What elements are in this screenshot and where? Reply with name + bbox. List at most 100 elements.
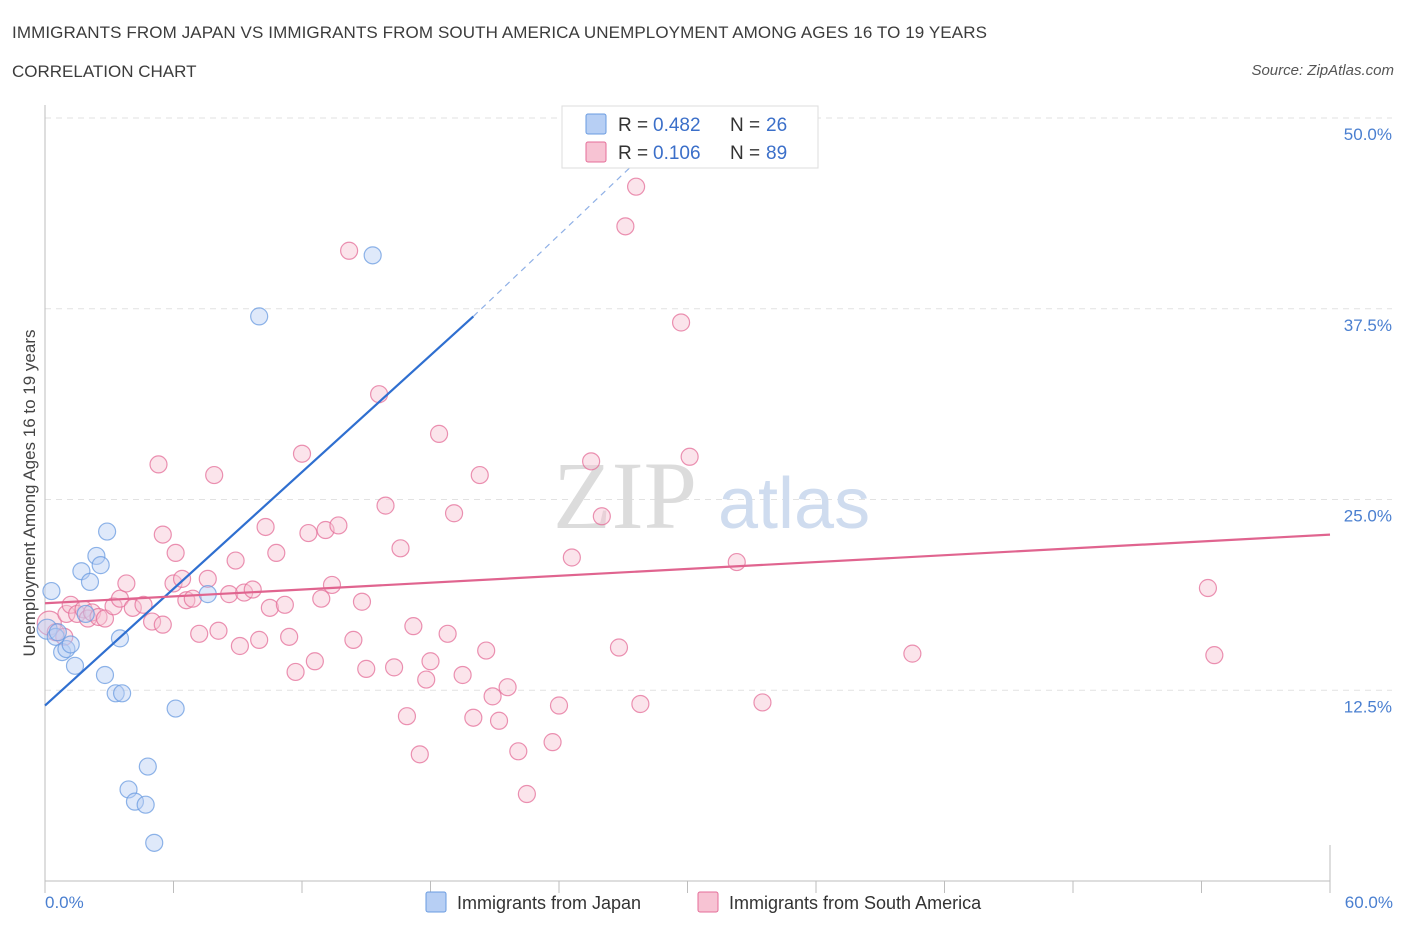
source-label: Source: ZipAtlas.com (1251, 62, 1394, 79)
point-south-america (370, 385, 389, 404)
point-south-america (410, 745, 429, 764)
point-south-america (117, 574, 136, 593)
point-south-america (243, 580, 262, 599)
point-japan (145, 833, 164, 852)
point-south-america (1205, 646, 1224, 665)
watermark-atlas: atlas (718, 464, 870, 544)
point-south-america (299, 523, 318, 543)
trend-line-japan (44, 315, 475, 707)
point-south-america (903, 644, 922, 663)
point-south-america (609, 638, 629, 657)
point-south-america (183, 589, 202, 608)
point-south-america (153, 615, 172, 634)
point-japan (80, 572, 100, 592)
point-south-america (616, 217, 635, 236)
point-south-america (329, 516, 348, 535)
point-south-america (198, 569, 217, 588)
point-south-america (543, 733, 562, 752)
point-south-america (489, 711, 509, 730)
point-south-america (421, 652, 440, 671)
point-japan (87, 546, 106, 566)
legend-swatch (585, 141, 607, 163)
point-south-america (483, 687, 502, 706)
point-south-america (517, 784, 536, 804)
point-japan (125, 792, 145, 811)
point-south-america (680, 447, 699, 466)
point-south-america (391, 539, 410, 558)
legend: R = 0.482 N = 26 R = 0.106 N = 89 (561, 105, 819, 169)
point-south-america (275, 595, 294, 614)
point-south-america (230, 636, 249, 656)
watermark-zip: ZIP (553, 442, 697, 549)
point-south-america (166, 543, 185, 563)
y-tick-label: 25.0% (1344, 507, 1392, 526)
bottom-legend-label: Immigrants from South America (729, 893, 982, 913)
point-japan (112, 684, 132, 703)
point-south-america (292, 444, 312, 463)
point-south-america (57, 604, 76, 624)
point-south-america (104, 597, 123, 616)
point-japan (65, 656, 85, 675)
point-japan (95, 665, 115, 685)
axes (44, 105, 1331, 893)
point-japan (42, 581, 61, 601)
point-japan (61, 635, 80, 654)
point-south-america (582, 452, 601, 471)
point-south-america (1198, 578, 1218, 598)
y-tick-labels: 12.5% 25.0% 37.5% 50.0% (1344, 125, 1392, 716)
point-japan (76, 604, 95, 624)
bottom-legend-swatch (425, 891, 447, 913)
point-south-america (753, 693, 772, 712)
point-japan (138, 757, 157, 776)
point-south-america (631, 694, 650, 714)
legend-swatch (585, 113, 607, 135)
point-japan (166, 699, 185, 718)
point-south-america (142, 612, 162, 631)
trend-line-south-america (44, 533, 1331, 605)
point-south-america (592, 507, 611, 526)
y-tick-label: 12.5% (1344, 697, 1392, 716)
chart-subtitle: CORRELATION CHART (12, 62, 197, 81)
point-south-america (397, 707, 417, 726)
point-south-america (312, 589, 331, 608)
point-south-america (190, 624, 209, 643)
point-south-america (477, 641, 496, 660)
point-south-america (134, 595, 153, 614)
point-south-america (286, 662, 305, 682)
point-south-america (226, 551, 245, 570)
point-south-america (344, 630, 363, 649)
point-south-america (267, 543, 286, 563)
point-south-america (498, 678, 517, 697)
point-south-america (444, 504, 464, 523)
point-south-america (626, 177, 646, 196)
point-south-america (153, 525, 172, 544)
x-tick-label: 60.0% (1345, 893, 1393, 912)
point-south-america (429, 424, 449, 443)
point-south-america (250, 630, 269, 649)
point-japan (98, 522, 117, 541)
point-south-america (464, 708, 483, 727)
point-japan (106, 684, 125, 703)
point-south-america (417, 670, 436, 689)
point-japan (91, 556, 110, 575)
point-south-america (438, 624, 457, 643)
point-south-america (384, 658, 404, 677)
legend-entry: R = 0.106 N = 89 (618, 143, 787, 164)
point-south-america (256, 517, 275, 537)
point-south-america (671, 313, 691, 332)
y-axis-title: Unemployment Among Ages 16 to 19 years (20, 330, 39, 657)
x-tick-label: 0.0% (45, 893, 84, 912)
point-south-america (322, 575, 342, 595)
point-south-america (549, 696, 569, 715)
y-tick-label: 50.0% (1344, 125, 1392, 144)
point-south-america (260, 598, 279, 617)
point-south-america (205, 465, 224, 485)
point-south-america (340, 241, 359, 260)
bottom-legend-swatch (697, 891, 719, 913)
point-south-america (562, 548, 581, 567)
point-south-america (149, 455, 168, 474)
point-south-america (376, 496, 395, 515)
point-south-america (404, 617, 423, 636)
point-south-america (453, 665, 472, 685)
